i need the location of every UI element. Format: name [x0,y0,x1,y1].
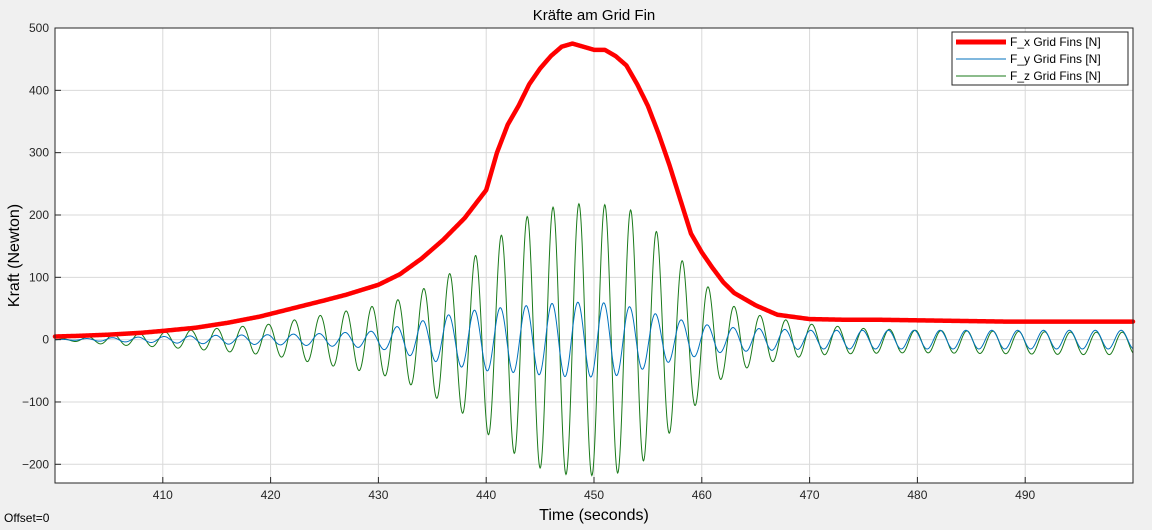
x-tick-label: 470 [800,488,820,502]
legend-label-fx: F_x Grid Fins [N] [1010,35,1101,49]
series-line-fx [52,41,1136,339]
y-axis-label: Kraft (Newton) [6,204,23,307]
x-tick-label: 420 [261,488,281,502]
x-tick-label: 440 [476,488,496,502]
y-tick-label: 100 [29,270,49,284]
x-tick-label: 410 [153,488,173,502]
tick-labels: 410 420 430 440 450 460 470 480 490 −200 −100 0 100 2… [22,21,1036,502]
series-line-fz [55,202,1134,477]
legend-label-fz: F_z Grid Fins [N] [1010,69,1101,83]
y-tick-label: 300 [29,146,49,160]
y-tick-label: −200 [22,457,49,471]
legend[interactable]: F_x Grid Fins [N] F_y Grid Fins [N] F_z … [951,31,1129,86]
x-axis-label: Time (seconds) [539,507,649,524]
series-line-fy [55,301,1134,378]
offset-annotation: Offset=0 [4,511,50,525]
y-tick-label: 500 [29,21,49,35]
x-tick-label: 480 [907,488,927,502]
series-group [52,41,1136,477]
x-tick-label: 460 [692,488,712,502]
x-tick-label: 490 [1015,488,1035,502]
x-tick-label: 450 [584,488,604,502]
y-tick-label: 0 [42,333,49,347]
legend-label-fy: F_y Grid Fins [N] [1010,52,1101,66]
y-tick-label: 200 [29,208,49,222]
chart-title: Kräfte am Grid Fin [533,7,656,24]
x-tick-label: 430 [368,488,388,502]
y-tick-label: −100 [22,395,49,409]
y-tick-label: 400 [29,83,49,97]
